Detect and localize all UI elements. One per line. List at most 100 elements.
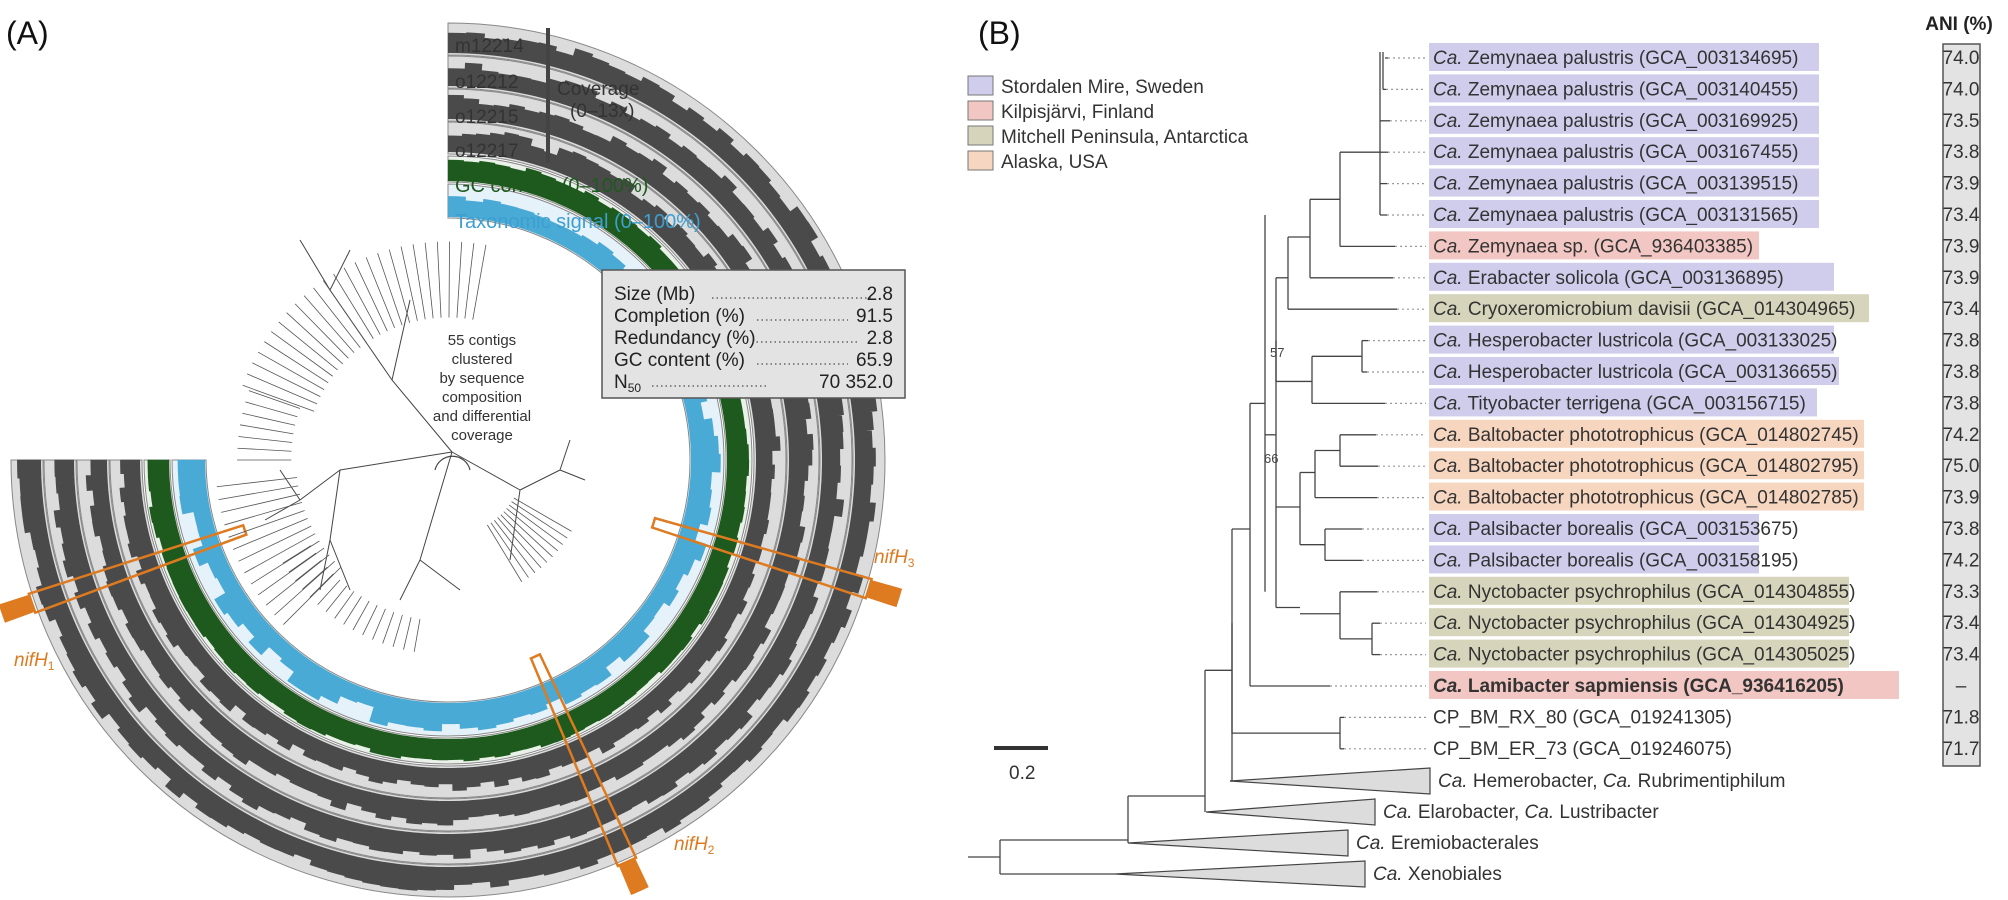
ani-value: 73.4	[1943, 645, 1980, 666]
coverage-title: Coverage	[557, 79, 639, 100]
tax-track-bg	[171, 183, 725, 737]
ani-value: 71.8	[1943, 707, 1980, 728]
nif-marker-2	[529, 652, 638, 868]
ani-value: 74.0	[1943, 48, 1980, 69]
taxon-highlight	[1429, 671, 1899, 699]
location-legend: Stordalen Mire, Sweden Kilpisjärvi, Finl…	[967, 75, 1249, 173]
taxon-label: Ca. Zemynaea palustris (GCA_003167455)	[1433, 142, 1798, 163]
legend-label: Stordalen Mire, Sweden	[1001, 77, 1204, 98]
collapsed-clade-label: Ca. Elarobacter, Ca. Lustribacter	[1383, 802, 1659, 823]
taxon-highlight	[1429, 137, 1819, 166]
stat-leader-dots	[652, 297, 873, 387]
taxon-highlight	[1429, 294, 1869, 323]
stat-value: 65.9	[856, 350, 893, 371]
ani-value: 73.8	[1943, 519, 1980, 540]
stat-value: 70 352.0	[819, 372, 893, 393]
stat-label: Completion (%)	[614, 306, 745, 327]
track-labels: m12214 o12212 o12215 o12217	[455, 36, 524, 162]
center-caption-line: by sequence	[439, 370, 524, 387]
coverage-track-bg	[109, 121, 787, 799]
track-label-o12212: o12212	[455, 72, 518, 93]
track-label-m12214: m12214	[455, 36, 524, 57]
taxon-highlight	[1429, 168, 1819, 197]
ani-header: ANI (%)	[1925, 14, 1993, 35]
nif-label-3: nifH3	[874, 547, 915, 570]
ani-value: 75.0	[1943, 456, 1980, 477]
taxon-label: Ca. Palsibacter borealis (GCA_003153675)	[1433, 519, 1798, 540]
collapsed-clade	[1127, 829, 1349, 857]
track-label-o12217: o12217	[455, 141, 518, 162]
nif-label-2: nifH2	[674, 834, 715, 857]
coverage-track-bg	[76, 88, 820, 832]
taxon-highlight	[1429, 608, 1849, 637]
nif-marker-3-tip	[866, 580, 903, 608]
taxon-label: Ca. Zemynaea palustris (GCA_003140455)	[1433, 79, 1798, 100]
stat-label: Size (Mb)	[614, 284, 695, 305]
ani-value: 74.0	[1943, 79, 1980, 100]
taxon-highlight	[1429, 576, 1849, 605]
legend-label: Kilpisjärvi, Finland	[1001, 102, 1154, 123]
ani-value: –	[1956, 676, 1967, 697]
taxonomic-signal-label: Taxonomic signal (0–100%)	[455, 211, 701, 233]
center-caption-line: clustered	[452, 351, 513, 368]
taxon-highlight	[1429, 545, 1759, 574]
taxon-label: Ca. Zemynaea palustris (GCA_003139515)	[1433, 174, 1798, 195]
taxon-highlight	[1429, 231, 1759, 260]
gc-bars	[147, 159, 750, 762]
center-caption-line: and differential	[433, 408, 531, 425]
coverage-track-bg	[43, 55, 853, 865]
bootstrap-value: 57	[1270, 345, 1284, 360]
center-caption-line: coverage	[451, 427, 513, 444]
collapsed-clade-label: Ca. Xenobiales	[1373, 864, 1502, 885]
ani-value: 71.7	[1943, 739, 1980, 760]
ani-value: 73.8	[1943, 331, 1980, 352]
taxon-label: Ca. Cryoxeromicrobium davisii (GCA_01430…	[1433, 299, 1855, 320]
taxon-label: Ca. Tityobacter terrigena (GCA_003156715…	[1433, 393, 1806, 414]
taxon-label: Ca. Baltobacter phototrophicus (GCA_0148…	[1433, 456, 1859, 477]
track-label-o12215: o12215	[455, 107, 518, 128]
taxon-label: Ca. Baltobacter phototrophicus (GCA_0148…	[1433, 488, 1859, 509]
nif-marker-1-tip	[0, 594, 35, 623]
taxon-highlight	[1429, 639, 1849, 668]
taxon-highlight	[1429, 262, 1834, 291]
stat-value: 2.8	[867, 284, 893, 305]
taxon-label: Ca. Nyctobacter psychrophilus (GCA_01430…	[1433, 582, 1855, 603]
ani-value: 74.2	[1943, 550, 1980, 571]
gc-content-label: GC content (0–100%)	[455, 175, 648, 197]
taxon-highlight	[1429, 105, 1819, 134]
ani-value: 73.8	[1943, 142, 1980, 163]
ani-value: 73.9	[1943, 488, 1980, 509]
ani-value: 73.4	[1943, 299, 1980, 320]
taxon-label: Ca. Zemynaea palustris (GCA_003131565)	[1433, 205, 1798, 226]
center-caption-line: 55 contigs	[448, 332, 516, 349]
taxon-label: Ca. Erabacter solicola (GCA_003136895)	[1433, 268, 1784, 289]
legend-label: Alaska, USA	[1001, 152, 1108, 173]
panel-a-circular-plot: (A) m12214 o12212 o12215 o12217 Coverage…	[0, 15, 915, 898]
taxon-label: CP_BM_ER_73 (GCA_019246075)	[1433, 739, 1732, 760]
ani-value: 73.9	[1943, 174, 1980, 195]
taxon-label: Ca. Zemynaea palustris (GCA_003169925)	[1433, 111, 1798, 132]
stat-label: Redundancy (%)	[614, 328, 756, 349]
ani-value: 73.9	[1943, 236, 1980, 257]
taxon-highlight	[1429, 388, 1817, 417]
ani-value: 73.8	[1943, 393, 1980, 414]
taxon-label: Ca. Zemynaea sp. (GCA_936403385)	[1433, 236, 1753, 257]
nif-gene-markers	[0, 516, 903, 896]
collapsed-clade-label: Ca. Hemerobacter, Ca. Rubrimentiphilum	[1438, 771, 1785, 792]
taxon-highlight	[1429, 74, 1819, 103]
taxon-label: Ca. Hesperobacter lustricola (GCA_003136…	[1433, 362, 1838, 383]
taxon-label: Ca. Hesperobacter lustricola (GCA_003133…	[1433, 331, 1838, 352]
panel-a-label: (A)	[6, 15, 49, 51]
nif-labels: nifH1 nifH2 nifH3	[14, 547, 915, 857]
collapsed-clade	[1229, 767, 1431, 795]
phylogenetic-tree	[968, 52, 1431, 888]
ani-value: 74.2	[1943, 425, 1980, 446]
taxon-highlight	[1429, 357, 1839, 385]
nif-marker-1	[27, 523, 248, 615]
collapsed-clade	[1205, 798, 1376, 826]
ani-column-box	[1942, 43, 1981, 767]
gc-track-bg	[143, 155, 753, 765]
taxon-label: Ca. Zemynaea palustris (GCA_003134695)	[1433, 48, 1798, 69]
taxon-label: Ca. Nyctobacter psychrophilus (GCA_01430…	[1433, 613, 1855, 634]
taxon-highlight	[1429, 43, 1819, 71]
